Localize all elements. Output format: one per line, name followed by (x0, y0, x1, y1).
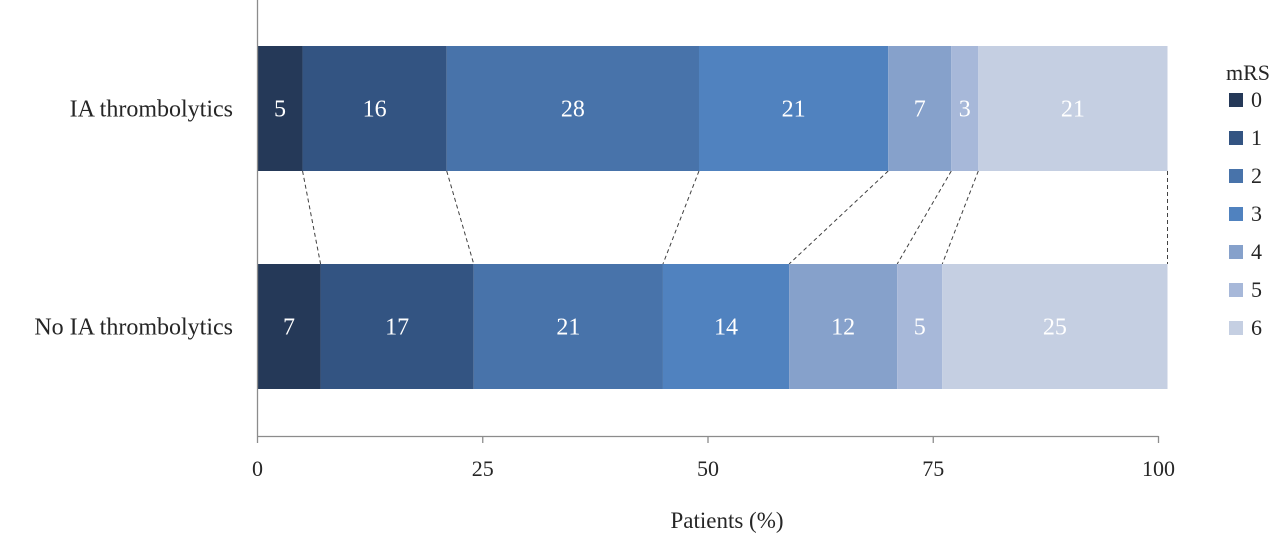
bar-segment (473, 264, 663, 389)
legend-label: 0 (1251, 87, 1262, 112)
bar-segment (897, 264, 943, 389)
data-label: 17 (385, 315, 409, 341)
legend-label: 4 (1251, 239, 1262, 264)
bar-segment (662, 264, 790, 389)
data-label: 5 (274, 97, 286, 123)
data-label: 12 (831, 315, 855, 341)
x-axis-label: Patients (%) (670, 508, 783, 533)
data-label: 3 (959, 97, 971, 123)
legend-swatch (1229, 169, 1243, 183)
bar-segment (789, 264, 898, 389)
x-tick-label: 75 (922, 456, 944, 481)
legend-swatch (1229, 321, 1243, 335)
bar-segment (446, 46, 699, 171)
data-label: 28 (561, 97, 585, 123)
legend: mRS 0 1 2 3 4 5 6 (1226, 60, 1270, 340)
x-ticks: 0 25 50 75 100 (252, 436, 1175, 481)
legend-swatch (1229, 283, 1243, 297)
category-label: IA thrombolytics (70, 97, 233, 123)
legend-label: 6 (1251, 315, 1262, 340)
legend-swatch (1229, 93, 1243, 107)
connector-line (896, 170, 952, 265)
bar-segment (257, 46, 303, 171)
connector-line (788, 170, 889, 265)
bar-segment (951, 46, 979, 171)
data-label: 7 (283, 315, 295, 341)
bar-segment (257, 264, 321, 389)
data-label: 7 (914, 97, 926, 123)
data-label: 14 (714, 315, 738, 341)
data-label: 21 (782, 97, 806, 123)
connector-line (302, 170, 322, 265)
legend-swatch (1229, 131, 1243, 145)
connector-line (446, 170, 475, 265)
x-tick-label: 25 (472, 456, 494, 481)
legend-title: mRS (1226, 60, 1270, 85)
data-label: 25 (1043, 315, 1067, 341)
bar-segment (978, 46, 1168, 171)
data-label: 5 (914, 315, 926, 341)
legend-label: 5 (1251, 277, 1262, 302)
bar-segment (888, 46, 952, 171)
x-tick-label: 50 (697, 456, 719, 481)
legend-swatch (1229, 245, 1243, 259)
category-label: No IA thrombolytics (34, 315, 233, 341)
legend-label: 3 (1251, 201, 1262, 226)
connector-line (662, 170, 700, 265)
data-label: 16 (363, 97, 387, 123)
legend-label: 2 (1251, 163, 1262, 188)
bar-segment (302, 46, 447, 171)
connector-lines (302, 170, 1169, 265)
bar-segment (320, 264, 474, 389)
data-label: 21 (556, 315, 580, 341)
category-labels: IA thrombolytics No IA thrombolytics (34, 97, 233, 341)
bar-segment (698, 46, 889, 171)
connector-line (941, 170, 979, 265)
x-tick-label: 0 (252, 456, 263, 481)
legend-label: 1 (1251, 125, 1262, 150)
legend-swatch (1229, 207, 1243, 221)
x-tick-label: 100 (1142, 456, 1175, 481)
bar-segment (942, 264, 1168, 389)
bars: 5 16 28 21 7 3 21 7 17 21 14 12 5 25 (257, 46, 1168, 389)
data-label: 21 (1061, 97, 1085, 123)
